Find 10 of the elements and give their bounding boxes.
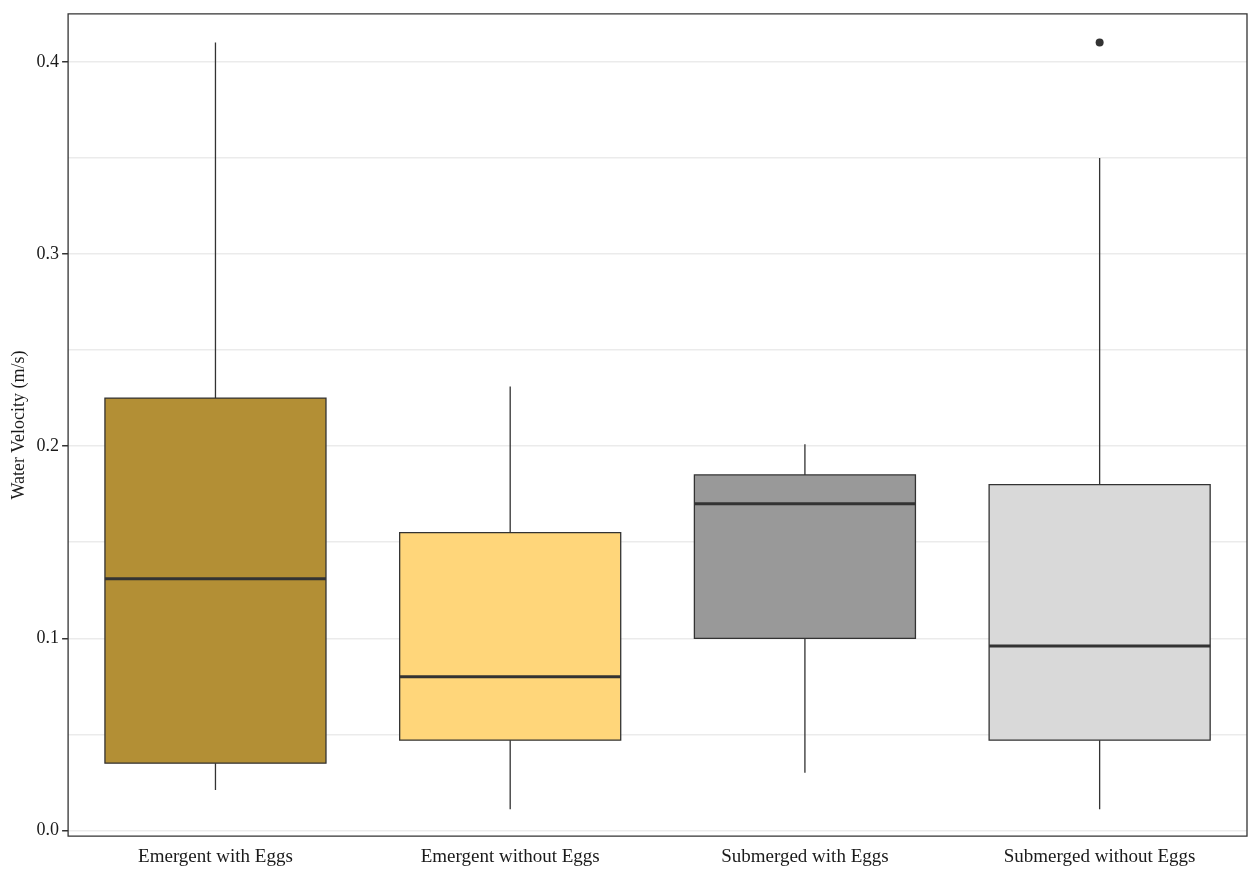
y-axis-title: Water Velocity (m/s) xyxy=(7,350,29,500)
y-tick-label: 0.3 xyxy=(36,242,60,263)
x-tick-label: Submerged without Eggs xyxy=(1003,844,1196,866)
y-tick-label: 0.0 xyxy=(36,819,60,840)
x-tick-label: Submerged with Eggs xyxy=(721,844,889,866)
y-tick-label: 0.2 xyxy=(36,434,60,455)
x-tick-label: Emergent without Eggs xyxy=(420,844,600,866)
x-tick-label: Emergent with Eggs xyxy=(138,844,293,866)
y-tick-label: 0.1 xyxy=(36,627,60,648)
y-tick-label: 0.4 xyxy=(36,50,60,71)
